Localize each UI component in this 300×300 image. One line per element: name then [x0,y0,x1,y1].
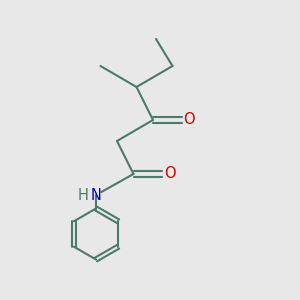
Text: O: O [164,167,175,182]
Text: O: O [183,112,195,128]
Text: H: H [78,188,89,202]
Text: N: N [91,188,101,202]
